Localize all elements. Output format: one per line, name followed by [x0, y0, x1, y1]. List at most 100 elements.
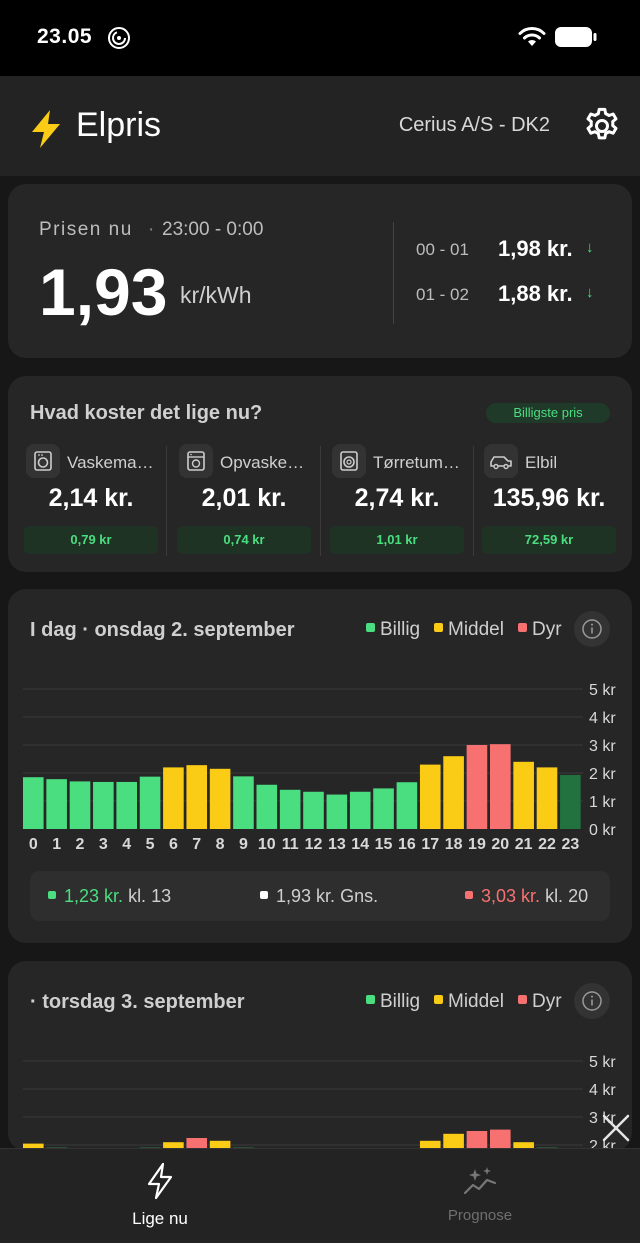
next-hour-row: 00 - 01 1,98 kr. ↓: [416, 236, 616, 266]
dryer-icon: [332, 444, 366, 478]
appliance-saving: 0,79 kr: [24, 526, 158, 554]
x-tick-label: 16: [398, 836, 416, 853]
status-bar: 23.05: [0, 0, 640, 76]
price-bar[interactable]: [209, 768, 231, 829]
legend-label: Dyr: [532, 619, 562, 640]
price-bar[interactable]: [560, 774, 581, 829]
appliance-saving: 72,59 kr: [482, 526, 616, 554]
lightning-outline-icon: [147, 1162, 173, 1200]
price-bar[interactable]: [23, 1143, 44, 1151]
appliance-price: 2,74 kr.: [354, 484, 440, 512]
price-bar[interactable]: [139, 776, 161, 829]
price-bar[interactable]: [349, 791, 371, 829]
today-chart-card: I dag · onsdag 2. september Billig Midde…: [8, 589, 632, 943]
x-tick-label: 10: [258, 836, 276, 853]
washing-machine-icon: [26, 444, 60, 478]
legend-mid: Middel: [434, 619, 504, 641]
arrow-down-icon: ↓: [586, 239, 594, 256]
price-bar[interactable]: [490, 1129, 511, 1151]
appliance-dryer[interactable]: Tørretumbler 2,74 kr. 1,01 kr: [330, 442, 470, 558]
price-bar[interactable]: [466, 1131, 488, 1151]
price-bar[interactable]: [490, 744, 511, 829]
summary-dot: [48, 891, 56, 900]
app-bar: [0, 76, 640, 176]
price-bar[interactable]: [69, 781, 91, 829]
provider-selector[interactable]: Cerius A/S - DK2: [398, 114, 550, 136]
price-bar[interactable]: [536, 767, 558, 829]
price-bar[interactable]: [163, 1142, 184, 1151]
appliance-dishwasher[interactable]: Opvaskemaskine 2,01 kr. 0,74 kr: [177, 442, 317, 558]
divider: [166, 446, 167, 556]
price-bar[interactable]: [46, 779, 67, 829]
x-tick-label: 17: [421, 836, 439, 853]
y-tick-label: 2 kr: [589, 766, 616, 783]
tomorrow-chart-card: · torsdag 3. september Billig Middel Dyr…: [8, 961, 632, 1151]
price-bar[interactable]: [513, 1142, 534, 1151]
x-tick-label: 1: [52, 836, 61, 853]
price-now-range: 23:00 - 0:00: [162, 219, 264, 240]
price-bar[interactable]: [186, 1138, 208, 1151]
lightning-icon: [32, 110, 60, 148]
price-bar[interactable]: [163, 767, 184, 829]
info-button[interactable]: [574, 983, 610, 1019]
price-bar[interactable]: [373, 788, 394, 829]
dishwasher-icon: [179, 444, 213, 478]
status-time: 23.05: [37, 25, 93, 48]
price-bar[interactable]: [23, 777, 44, 829]
nav-item-now[interactable]: Lige nu: [0, 1149, 320, 1243]
legend-label: Billig: [380, 619, 421, 640]
nav-label: Lige nu: [132, 1209, 188, 1228]
price-bar[interactable]: [186, 765, 208, 829]
price-bar[interactable]: [419, 1140, 441, 1151]
price-now-unit: kr/kWh: [180, 282, 252, 308]
price-bar[interactable]: [303, 791, 324, 829]
cheapest-price-badge[interactable]: Billigste pris: [486, 403, 610, 423]
gear-icon[interactable]: [582, 106, 622, 146]
price-bar[interactable]: [513, 761, 534, 829]
x-tick-label: 12: [305, 836, 323, 853]
price-bar[interactable]: [396, 782, 418, 829]
price-bar[interactable]: [233, 776, 254, 829]
legend-dot: [518, 995, 527, 1005]
legend-dot: [518, 623, 527, 633]
summary-dot: [465, 891, 473, 900]
price-now-value: 1,93: [39, 255, 168, 329]
price-now-card: Prisen nu · 23:00 - 0:00 1,93 kr/kWh 00 …: [8, 184, 632, 358]
app-title: Elpris: [76, 106, 162, 144]
appliance-price: 2,14 kr.: [48, 484, 134, 512]
legend-cheap: Billig: [366, 991, 420, 1013]
x-tick-label: 8: [216, 836, 225, 853]
price-bar[interactable]: [93, 781, 114, 829]
x-tick-label: 11: [282, 836, 299, 853]
nav-label: Prognose: [447, 1207, 513, 1224]
summary-avg: 1,93 kr. Gns.: [260, 886, 378, 907]
price-bar[interactable]: [116, 781, 137, 829]
legend-dot: [434, 995, 443, 1005]
info-button[interactable]: [574, 611, 610, 647]
legend-label: Middel: [448, 991, 504, 1012]
close-icon[interactable]: [600, 1112, 632, 1144]
price-bar[interactable]: [419, 764, 441, 829]
appliance-ev[interactable]: Elbil 135,96 kr. 72,59 kr: [482, 442, 622, 558]
legend-dot: [434, 623, 443, 633]
price-bar[interactable]: [209, 1140, 231, 1151]
wifi-icon: [518, 27, 546, 46]
separator-dot: ·: [148, 219, 155, 240]
hotspot-icon: [108, 27, 130, 49]
price-bar[interactable]: [443, 756, 464, 829]
appliance-washing-machine[interactable]: Vaskemaskine 2,14 kr. 0,79 kr: [24, 442, 164, 558]
legend-mid: Middel: [434, 991, 504, 1013]
min-price: 1,23 kr.: [64, 886, 124, 906]
price-bar[interactable]: [466, 745, 488, 829]
price-bar[interactable]: [443, 1133, 464, 1151]
battery-icon: [555, 27, 597, 47]
price-bar[interactable]: [256, 784, 278, 829]
x-tick-label: 3: [99, 836, 108, 853]
x-tick-label: 6: [169, 836, 178, 853]
price-bar[interactable]: [326, 794, 348, 829]
appliance-name: Elbil: [525, 453, 558, 472]
nav-item-forecast[interactable]: Prognose: [320, 1149, 640, 1243]
price-bar[interactable]: [279, 789, 301, 829]
appliance-price: 2,01 kr.: [201, 484, 287, 512]
min-time: kl. 13: [128, 886, 172, 906]
